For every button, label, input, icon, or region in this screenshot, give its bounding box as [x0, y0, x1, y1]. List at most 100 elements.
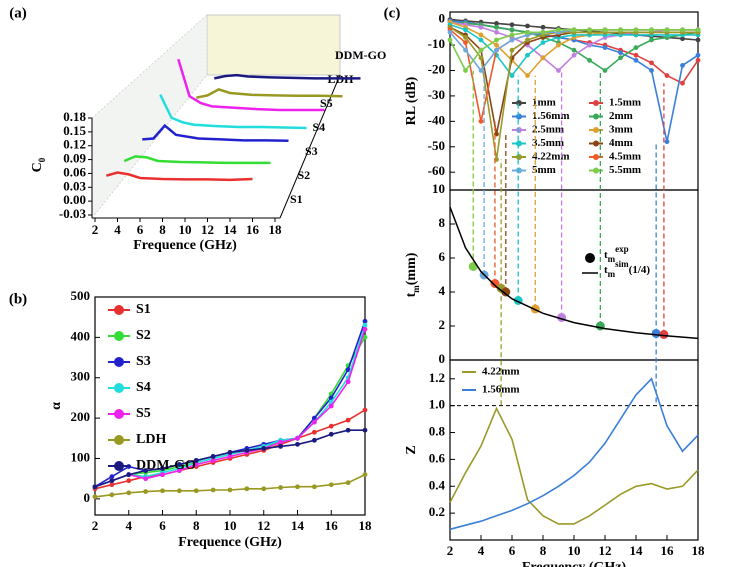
series-line [196, 88, 343, 99]
y-axis-title: RL (dB) [404, 76, 419, 125]
y-axis-title: tm(mm) [404, 252, 421, 297]
marker [160, 466, 165, 471]
marker [571, 27, 577, 33]
legend-marker [516, 100, 522, 106]
side-wall [91, 14, 208, 220]
legend-marker [516, 127, 522, 133]
marker [447, 37, 453, 43]
series-line [449, 26, 698, 135]
series-line [449, 206, 699, 340]
y-axis-title-part: 0 [37, 157, 47, 162]
x-tick-label: 12 [201, 222, 214, 237]
legend-marker [114, 409, 124, 419]
marker [210, 458, 216, 463]
series-line [105, 171, 253, 182]
y-tick-label: 0.18 [63, 109, 86, 124]
marker [227, 454, 233, 459]
panel-label: (c) [384, 5, 401, 21]
marker [602, 45, 608, 50]
legend-label: 4.5mm [609, 151, 641, 163]
legend-label: 2mm [609, 110, 633, 122]
x-tick-label: 10 [179, 222, 192, 237]
series-label: S3 [305, 144, 318, 158]
marker [160, 488, 165, 494]
marker [278, 485, 284, 490]
series-line [449, 406, 699, 525]
legend-label: S1 [136, 302, 151, 317]
series-label: S1 [290, 192, 303, 206]
legend-label: 1.56mm [532, 110, 570, 122]
y-tick-label: 1.0 [429, 397, 445, 412]
series-line [449, 29, 698, 122]
series-line [159, 94, 307, 130]
series-label: S4 [313, 120, 326, 134]
x-axis-title: Frequence (GHz) [178, 535, 282, 550]
marker [509, 47, 515, 53]
marker [556, 68, 561, 73]
y-tick-label: 0.09 [63, 151, 86, 166]
legend-marker [585, 253, 595, 263]
series-line [123, 155, 271, 165]
legend-label: S4 [136, 380, 151, 395]
x-tick-label: 16 [661, 543, 675, 558]
marker [494, 21, 499, 26]
legend-marker [593, 100, 599, 106]
data-point [490, 279, 500, 288]
x-tick-label: 10 [568, 543, 581, 558]
marker [649, 60, 654, 66]
back-wall [206, 14, 341, 76]
legend-marker [516, 113, 522, 120]
marker [494, 29, 499, 35]
marker [633, 27, 639, 33]
marker [345, 367, 351, 373]
legend-label: 4.22mm [532, 151, 570, 163]
x-axis-title: Frequence (GHz) [133, 238, 237, 253]
data-point [501, 287, 511, 297]
marker [109, 478, 115, 484]
legend-label-part: m [608, 254, 616, 264]
y-tick-label: -40 [428, 112, 445, 127]
x-tick-label: 16 [246, 222, 260, 237]
marker [540, 24, 546, 30]
marker [311, 419, 317, 425]
y-tick-label: 0.2 [429, 504, 445, 519]
marker [463, 27, 468, 33]
marker [540, 55, 546, 61]
marker [525, 73, 530, 78]
y-tick-label: -60 [428, 163, 445, 178]
legend-marker [593, 154, 599, 160]
legend-label-part: t [604, 249, 608, 261]
marker [362, 322, 368, 328]
marker [664, 27, 670, 33]
x-tick-label: 2 [92, 222, 99, 237]
series-line [142, 123, 289, 143]
marker [311, 429, 317, 435]
marker [362, 472, 368, 478]
marker [618, 50, 623, 56]
y-tick-label: 0 [439, 11, 446, 26]
series-label: DDM-GO [335, 48, 386, 62]
marker [509, 73, 515, 78]
marker [494, 24, 499, 30]
x-tick-label: 14 [224, 222, 238, 237]
marker [525, 23, 530, 29]
y-tick-label: 1.2 [429, 370, 445, 385]
y-tick-label: 8 [439, 215, 446, 230]
y-tick-label: 0.12 [63, 137, 86, 152]
panel-label: (b) [9, 291, 27, 307]
y-tick-label: -50 [428, 138, 445, 153]
y-tick-label: -0.03 [59, 206, 87, 221]
legend-marker [593, 167, 599, 174]
y-tick-label: 400 [71, 328, 91, 343]
marker [494, 37, 499, 43]
marker [210, 454, 216, 459]
data-point [651, 328, 661, 338]
legend-marker [114, 435, 124, 445]
series-line [449, 377, 699, 531]
marker [160, 472, 165, 478]
legend-label: S2 [136, 328, 151, 343]
marker [176, 462, 182, 467]
series-label: S5 [320, 96, 333, 110]
x-tick-label: 4 [126, 518, 133, 533]
x-tick-label: 2 [447, 543, 454, 558]
